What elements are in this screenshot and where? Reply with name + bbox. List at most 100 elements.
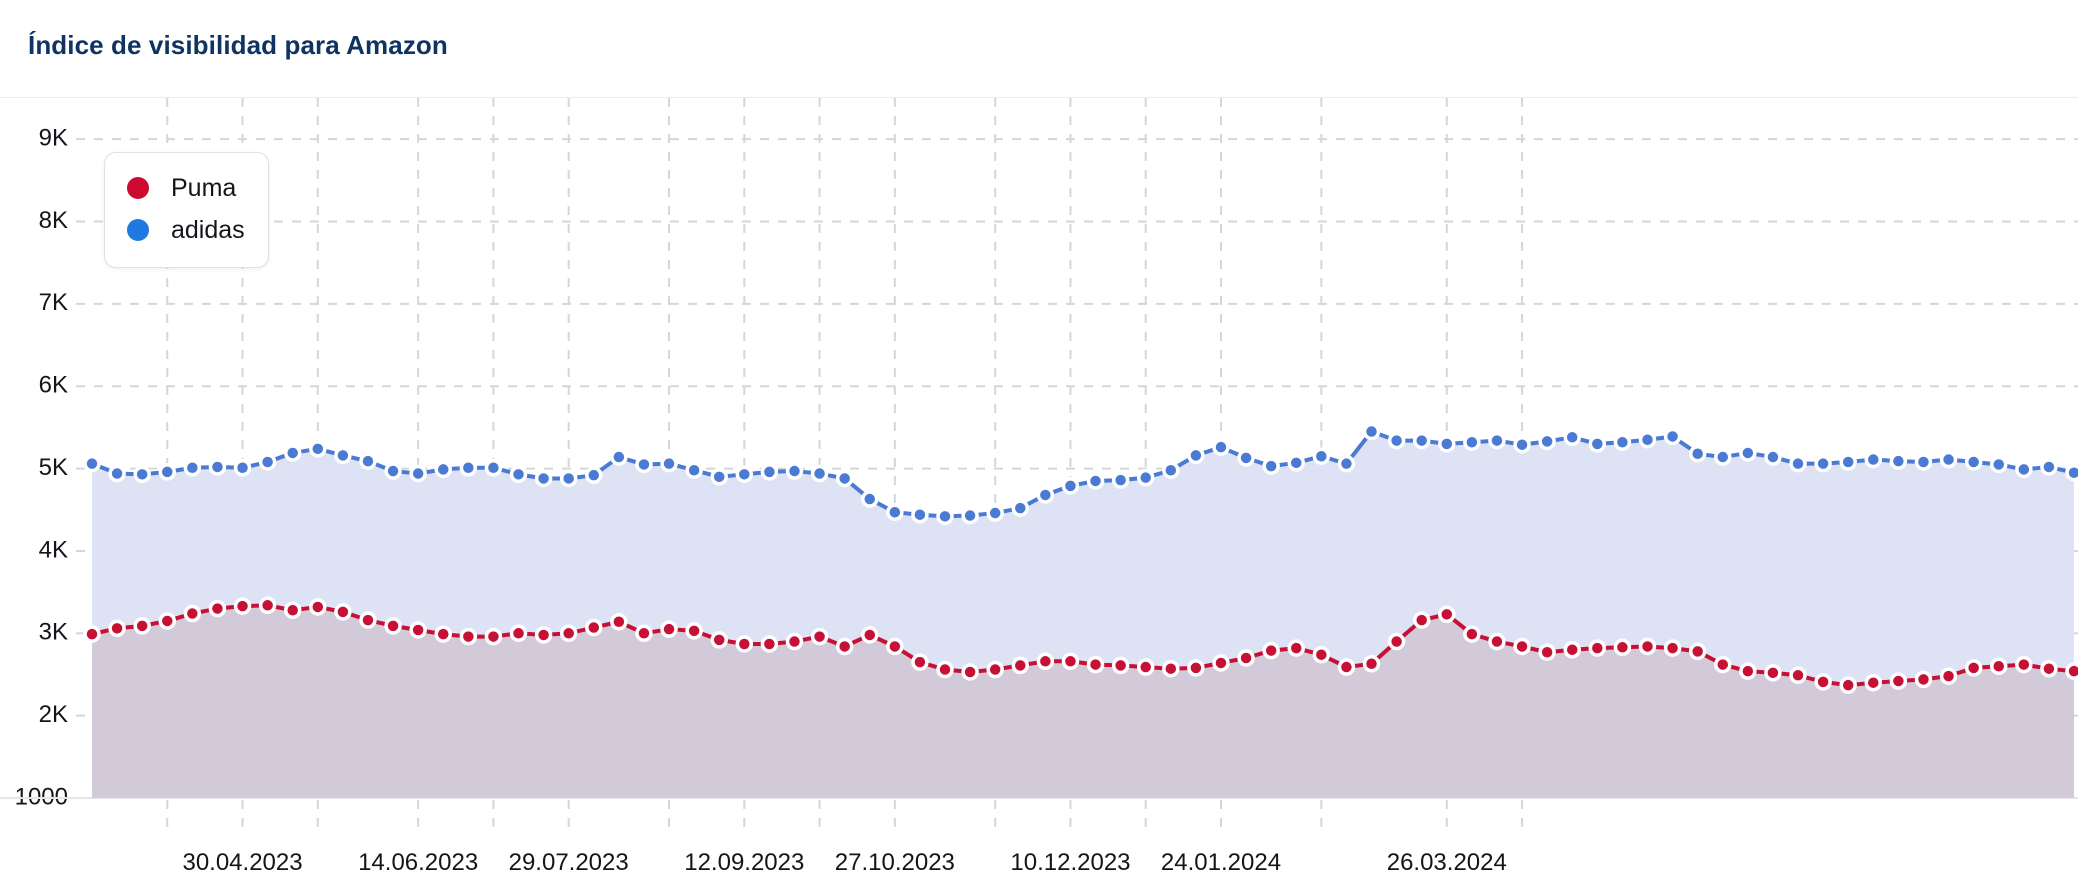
data-point-marker[interactable]	[1162, 461, 1180, 479]
data-point-marker[interactable]	[1989, 455, 2008, 474]
data-point-marker[interactable]	[1187, 659, 1205, 677]
data-point-marker[interactable]	[309, 440, 327, 458]
data-point-marker[interactable]	[1061, 477, 1080, 495]
data-point-marker[interactable]	[2065, 662, 2078, 680]
data-point-marker[interactable]	[1688, 445, 1707, 463]
data-point-marker[interactable]	[785, 632, 804, 651]
data-point-marker[interactable]	[183, 604, 202, 623]
data-point-marker[interactable]	[635, 455, 653, 474]
data-point-marker[interactable]	[735, 635, 754, 653]
data-point-marker[interactable]	[936, 660, 954, 679]
data-point-marker[interactable]	[258, 453, 277, 471]
data-point-marker[interactable]	[1438, 605, 1456, 624]
data-point-marker[interactable]	[2040, 458, 2058, 476]
data-point-marker[interactable]	[83, 454, 101, 473]
data-point-marker[interactable]	[1714, 655, 1732, 674]
data-point-marker[interactable]	[1011, 656, 1030, 675]
data-point-marker[interactable]	[685, 622, 703, 640]
data-point-marker[interactable]	[886, 637, 904, 656]
data-point-marker[interactable]	[1287, 454, 1305, 472]
data-point-marker[interactable]	[384, 617, 402, 635]
data-point-marker[interactable]	[2065, 463, 2078, 482]
data-point-marker[interactable]	[1312, 645, 1331, 664]
data-point-marker[interactable]	[1362, 655, 1381, 673]
data-point-marker[interactable]	[585, 466, 603, 484]
data-point-marker[interactable]	[309, 598, 327, 616]
data-point-marker[interactable]	[1237, 649, 1255, 667]
data-point-marker[interactable]	[1136, 658, 1155, 676]
data-point-marker[interactable]	[1162, 659, 1180, 678]
data-point-marker[interactable]	[1086, 472, 1105, 490]
data-point-marker[interactable]	[1638, 637, 1657, 656]
data-point-marker[interactable]	[1588, 639, 1607, 657]
data-point-marker[interactable]	[710, 468, 728, 486]
data-point-marker[interactable]	[835, 637, 854, 656]
data-point-marker[interactable]	[585, 618, 603, 637]
data-point-marker[interactable]	[1764, 448, 1782, 466]
data-point-marker[interactable]	[986, 504, 1004, 522]
data-point-marker[interactable]	[635, 624, 653, 643]
data-point-marker[interactable]	[911, 505, 929, 524]
data-point-marker[interactable]	[1262, 457, 1280, 475]
data-point-marker[interactable]	[459, 627, 478, 646]
data-point-marker[interactable]	[1889, 452, 1908, 470]
data-point-marker[interactable]	[1839, 676, 1857, 694]
data-point-marker[interactable]	[1663, 639, 1682, 657]
data-point-marker[interactable]	[936, 507, 954, 526]
data-point-marker[interactable]	[1262, 641, 1280, 660]
data-point-marker[interactable]	[861, 490, 879, 508]
data-point-marker[interactable]	[1488, 431, 1506, 450]
data-point-marker[interactable]	[158, 612, 177, 630]
data-point-marker[interactable]	[334, 446, 352, 465]
data-point-marker[interactable]	[1036, 652, 1055, 671]
data-point-marker[interactable]	[534, 626, 553, 644]
data-point-marker[interactable]	[1463, 625, 1481, 643]
data-point-marker[interactable]	[334, 603, 352, 621]
data-point-marker[interactable]	[233, 597, 252, 615]
data-point-marker[interactable]	[1889, 672, 1908, 690]
data-point-marker[interactable]	[835, 469, 854, 488]
data-point-marker[interactable]	[1312, 447, 1331, 465]
data-point-marker[interactable]	[1764, 664, 1782, 682]
data-point-marker[interactable]	[208, 599, 227, 618]
data-point-marker[interactable]	[785, 462, 804, 480]
data-point-marker[interactable]	[158, 463, 177, 481]
data-point-marker[interactable]	[810, 464, 829, 483]
data-point-marker[interactable]	[810, 627, 829, 646]
data-point-marker[interactable]	[1488, 632, 1506, 651]
data-point-marker[interactable]	[886, 503, 904, 521]
data-point-marker[interactable]	[1387, 431, 1406, 450]
data-point-marker[interactable]	[133, 465, 151, 484]
data-point-marker[interactable]	[484, 459, 503, 477]
data-point-marker[interactable]	[359, 611, 377, 629]
data-point-marker[interactable]	[133, 617, 151, 635]
data-point-marker[interactable]	[2015, 655, 2033, 674]
data-point-marker[interactable]	[986, 660, 1004, 679]
data-point-marker[interactable]	[1739, 662, 1757, 680]
data-point-marker[interactable]	[409, 621, 427, 639]
data-point-marker[interactable]	[1588, 435, 1607, 453]
data-point-marker[interactable]	[610, 613, 628, 631]
data-point-marker[interactable]	[1964, 453, 1983, 471]
data-point-marker[interactable]	[1839, 453, 1857, 471]
data-point-marker[interactable]	[1111, 656, 1130, 675]
data-point-marker[interactable]	[861, 626, 879, 644]
data-point-marker[interactable]	[1638, 431, 1657, 449]
data-point-marker[interactable]	[1714, 448, 1732, 466]
data-point-marker[interactable]	[384, 462, 402, 480]
data-point-marker[interactable]	[359, 452, 377, 470]
data-point-marker[interactable]	[710, 631, 728, 649]
data-point-marker[interactable]	[1563, 428, 1581, 447]
data-point-marker[interactable]	[1939, 450, 1958, 469]
data-point-marker[interactable]	[559, 624, 578, 643]
data-point-marker[interactable]	[1964, 659, 1983, 677]
data-point-marker[interactable]	[1463, 433, 1481, 451]
data-point-marker[interactable]	[509, 465, 528, 484]
data-point-marker[interactable]	[1287, 639, 1305, 657]
data-point-marker[interactable]	[434, 460, 452, 479]
data-point-marker[interactable]	[1412, 431, 1431, 450]
data-point-marker[interactable]	[1789, 666, 1807, 685]
data-point-marker[interactable]	[735, 465, 754, 484]
data-point-marker[interactable]	[233, 459, 252, 477]
data-point-marker[interactable]	[559, 469, 578, 488]
